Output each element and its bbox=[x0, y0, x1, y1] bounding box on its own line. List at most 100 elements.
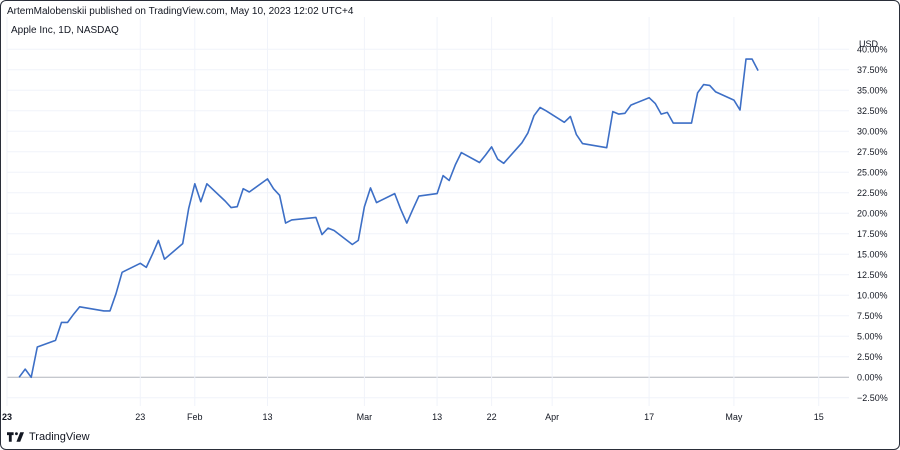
data-point bbox=[660, 113, 662, 115]
data-point bbox=[370, 187, 372, 189]
data-point bbox=[364, 206, 366, 208]
data-point bbox=[412, 208, 414, 210]
y-unit-label: USD bbox=[859, 39, 879, 49]
data-point bbox=[139, 263, 141, 265]
data-point bbox=[230, 207, 232, 209]
data-point bbox=[491, 146, 493, 148]
data-point bbox=[236, 206, 238, 208]
data-point bbox=[291, 219, 293, 221]
data-point bbox=[109, 310, 111, 312]
data-point bbox=[533, 115, 535, 117]
data-point bbox=[745, 58, 747, 60]
data-point bbox=[673, 122, 675, 124]
data-point bbox=[630, 104, 632, 106]
data-point bbox=[158, 240, 160, 242]
data-point bbox=[618, 113, 620, 115]
data-point bbox=[442, 175, 444, 177]
publisher-caption: ArtemMalobenskii published on TradingVie… bbox=[7, 6, 354, 17]
data-point bbox=[739, 109, 741, 111]
x-tick-label: Feb bbox=[187, 412, 203, 422]
data-point bbox=[703, 84, 705, 86]
data-point bbox=[648, 97, 650, 99]
symbol-legend[interactable]: Apple Inc, 1D, NASDAQ bbox=[11, 25, 119, 36]
data-point bbox=[479, 162, 481, 164]
y-tick-label: 22.50% bbox=[857, 188, 888, 198]
data-point bbox=[709, 85, 711, 87]
data-point bbox=[18, 377, 20, 379]
data-point bbox=[448, 180, 450, 182]
data-point bbox=[733, 99, 735, 101]
x-tick-label: May bbox=[725, 412, 743, 422]
data-point bbox=[666, 112, 668, 114]
y-tick-label: 0.00% bbox=[857, 372, 883, 382]
x-tick-label: 23 bbox=[2, 412, 12, 422]
data-point bbox=[406, 222, 408, 224]
data-point bbox=[563, 121, 565, 123]
data-point bbox=[206, 183, 208, 185]
data-point bbox=[333, 230, 335, 232]
data-point bbox=[115, 293, 117, 295]
data-point bbox=[521, 142, 523, 144]
data-point bbox=[321, 234, 323, 236]
y-tick-label: 10.00% bbox=[857, 290, 888, 300]
data-point bbox=[327, 227, 329, 229]
data-point bbox=[164, 258, 166, 260]
y-tick-label: 5.00% bbox=[857, 331, 883, 341]
x-tick-label: 22 bbox=[487, 412, 497, 422]
data-point bbox=[570, 116, 572, 118]
data-point bbox=[691, 122, 693, 124]
data-point bbox=[400, 208, 402, 210]
y-tick-label: 17.50% bbox=[857, 229, 888, 239]
data-point bbox=[61, 322, 63, 324]
x-tick-label: 13 bbox=[432, 412, 442, 422]
y-tick-label: 12.50% bbox=[857, 270, 888, 280]
data-point bbox=[103, 310, 105, 312]
data-point bbox=[461, 152, 463, 154]
data-point bbox=[279, 194, 281, 196]
data-point bbox=[121, 272, 123, 274]
x-tick-label: 13 bbox=[262, 412, 272, 422]
tradingview-logo-icon bbox=[7, 432, 24, 442]
data-point bbox=[715, 91, 717, 93]
data-point bbox=[194, 183, 196, 185]
data-point bbox=[527, 132, 529, 134]
y-tick-label: −2.50% bbox=[857, 393, 888, 403]
data-point bbox=[36, 346, 38, 348]
y-tick-label: 30.00% bbox=[857, 126, 888, 136]
y-tick-label: 7.50% bbox=[857, 311, 883, 321]
data-point bbox=[697, 92, 699, 94]
data-point bbox=[242, 188, 244, 190]
brand-label: TradingView bbox=[29, 431, 90, 443]
data-point bbox=[358, 240, 360, 242]
data-point bbox=[182, 243, 184, 245]
y-tick-label: 27.50% bbox=[857, 147, 888, 157]
data-point bbox=[146, 267, 148, 269]
data-point bbox=[55, 340, 57, 342]
y-tick-label: 2.50% bbox=[857, 352, 883, 362]
data-point bbox=[545, 110, 547, 112]
footer-brand[interactable]: TradingView bbox=[7, 429, 90, 445]
data-point bbox=[654, 103, 656, 105]
data-point bbox=[152, 254, 154, 256]
data-point bbox=[73, 313, 75, 315]
data-point bbox=[224, 200, 226, 202]
data-point bbox=[24, 368, 26, 370]
data-point bbox=[267, 178, 269, 180]
y-tick-label: 37.50% bbox=[857, 65, 888, 75]
y-tick-label: 40.00% bbox=[857, 44, 888, 54]
data-point bbox=[576, 134, 578, 136]
y-tick-label: 35.00% bbox=[857, 85, 888, 95]
data-point bbox=[582, 143, 584, 145]
data-point bbox=[351, 244, 353, 246]
data-point bbox=[67, 322, 69, 324]
data-point bbox=[418, 195, 420, 197]
data-point bbox=[273, 188, 275, 190]
x-tick-label: 17 bbox=[644, 412, 654, 422]
data-point bbox=[188, 208, 190, 210]
y-tick-label: 32.50% bbox=[857, 106, 888, 116]
x-tick-label: Apr bbox=[545, 412, 559, 422]
data-point bbox=[454, 164, 456, 166]
y-tick-label: 20.00% bbox=[857, 208, 888, 218]
